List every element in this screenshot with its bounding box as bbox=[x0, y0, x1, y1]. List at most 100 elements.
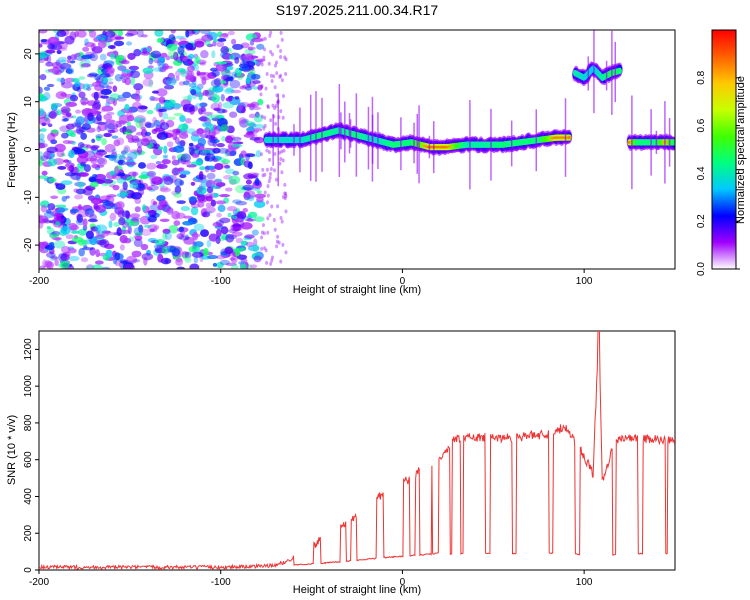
noise-blob bbox=[66, 67, 75, 75]
noise-blob bbox=[279, 259, 283, 264]
noise-blob bbox=[170, 30, 176, 34]
noise-blob bbox=[253, 216, 265, 222]
noise-blob bbox=[216, 262, 224, 269]
noise-blob bbox=[65, 112, 72, 117]
noise-blob bbox=[128, 171, 139, 177]
noise-blob bbox=[122, 181, 128, 191]
noise-blob bbox=[87, 218, 98, 223]
noise-blob bbox=[251, 37, 263, 43]
noise-blob bbox=[273, 227, 277, 232]
noise-blob bbox=[280, 37, 284, 42]
noise-blob bbox=[133, 227, 143, 236]
noise-blob bbox=[232, 43, 244, 50]
noise-blob bbox=[276, 234, 280, 239]
noise-blob bbox=[283, 191, 287, 196]
noise-blob bbox=[234, 96, 240, 100]
noise-blob bbox=[265, 200, 269, 205]
noise-blob bbox=[273, 106, 277, 111]
noise-blob bbox=[177, 45, 185, 55]
noise-blob bbox=[89, 213, 97, 221]
snr-frame bbox=[38, 330, 676, 571]
noise-blob bbox=[146, 109, 154, 115]
noise-blob bbox=[210, 114, 222, 119]
noise-blob bbox=[182, 159, 191, 165]
noise-blob bbox=[190, 203, 200, 209]
noise-blob bbox=[136, 105, 148, 113]
noise-blob bbox=[167, 50, 177, 59]
noise-blob bbox=[147, 215, 157, 223]
noise-blob bbox=[143, 224, 152, 228]
noise-blob bbox=[220, 93, 225, 102]
noise-blob bbox=[141, 34, 148, 38]
noise-blob bbox=[230, 263, 239, 269]
noise-blob bbox=[105, 85, 113, 90]
noise-blob bbox=[243, 173, 255, 180]
noise-blob bbox=[55, 183, 66, 190]
noise-blob bbox=[199, 30, 211, 35]
noise-blob bbox=[217, 31, 223, 38]
noise-blob bbox=[65, 195, 70, 199]
noise-blob bbox=[156, 37, 164, 44]
noise-blob bbox=[114, 36, 125, 40]
noise-blob bbox=[266, 105, 270, 110]
noise-blob bbox=[213, 38, 218, 43]
noise-blob bbox=[207, 137, 217, 147]
noise-blob bbox=[95, 134, 104, 139]
noise-blob bbox=[78, 248, 85, 257]
noise-blob bbox=[78, 91, 86, 99]
noise-blob bbox=[125, 125, 137, 134]
noise-blob bbox=[257, 98, 264, 106]
noise-blob bbox=[195, 174, 207, 180]
noise-blob bbox=[133, 48, 142, 57]
noise-blob bbox=[268, 213, 272, 218]
noise-blob bbox=[195, 103, 203, 107]
noise-blob bbox=[253, 238, 258, 247]
noise-blob bbox=[162, 154, 169, 159]
noise-blob bbox=[219, 217, 231, 224]
noise-blob bbox=[229, 111, 238, 118]
noise-blob bbox=[124, 146, 129, 156]
noise-blob bbox=[279, 30, 283, 35]
noise-blob bbox=[251, 187, 261, 191]
noise-blob bbox=[280, 149, 284, 154]
noise-blob bbox=[121, 69, 127, 73]
noise-blob bbox=[50, 102, 57, 108]
noise-blob bbox=[191, 245, 201, 253]
noise-blob bbox=[113, 222, 120, 228]
noise-blob bbox=[56, 149, 65, 158]
noise-blob bbox=[205, 179, 216, 189]
noise-blob bbox=[125, 32, 134, 37]
noise-blob bbox=[109, 93, 121, 101]
noise-blob bbox=[46, 83, 55, 88]
noise-blob bbox=[62, 115, 74, 119]
noise-blob bbox=[123, 263, 136, 269]
x-tick-label: -100 bbox=[211, 577, 231, 588]
noise-blob bbox=[71, 77, 80, 83]
noise-blob bbox=[85, 157, 98, 162]
noise-blob bbox=[172, 131, 178, 141]
noise-blob bbox=[262, 126, 266, 131]
noise-blob bbox=[155, 161, 162, 165]
noise-blob bbox=[200, 115, 208, 122]
noise-blob bbox=[284, 191, 288, 196]
noise-blob bbox=[81, 247, 94, 251]
noise-blob bbox=[65, 123, 75, 130]
noise-blob bbox=[260, 230, 264, 235]
noise-blob bbox=[201, 148, 213, 153]
noise-blob bbox=[118, 114, 131, 124]
noise-blob bbox=[213, 179, 223, 186]
noise-blob bbox=[101, 266, 110, 269]
noise-blob bbox=[184, 251, 192, 259]
noise-blob bbox=[224, 151, 230, 157]
noise-blob bbox=[154, 239, 166, 246]
noise-blob bbox=[124, 69, 131, 74]
noise-blob bbox=[77, 204, 83, 210]
noise-blob bbox=[225, 262, 237, 266]
noise-blob bbox=[136, 140, 143, 148]
snr-plot-area bbox=[39, 331, 675, 570]
noise-blob bbox=[199, 166, 206, 171]
noise-blob bbox=[108, 154, 117, 161]
noise-blob bbox=[156, 88, 168, 97]
noise-blob bbox=[123, 145, 131, 154]
noise-blob bbox=[132, 194, 137, 199]
